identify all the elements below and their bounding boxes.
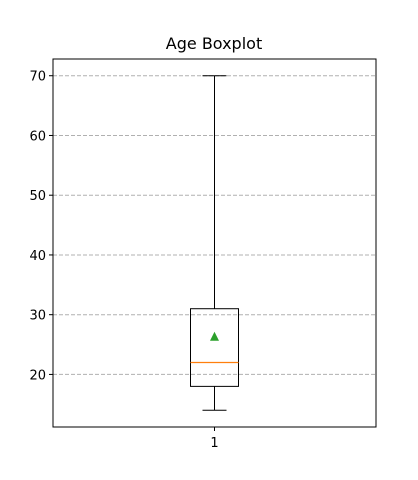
y-tick-label: 50	[29, 189, 46, 204]
y-tick-label: 40	[29, 249, 46, 264]
chart-title: Age Boxplot	[166, 34, 262, 53]
box-iqr	[190, 308, 239, 387]
mean-marker	[210, 331, 219, 341]
y-tick-label: 30	[29, 309, 46, 324]
x-axis-ticks: 1	[210, 427, 219, 451]
y-tick-label: 70	[29, 70, 46, 85]
box-group	[190, 75, 239, 411]
y-tick-label: 20	[29, 368, 46, 383]
y-tick-label: 60	[29, 129, 46, 144]
y-axis-ticks: 20 30 40 50 60 70	[29, 70, 53, 383]
x-tick-label: 1	[210, 436, 218, 451]
